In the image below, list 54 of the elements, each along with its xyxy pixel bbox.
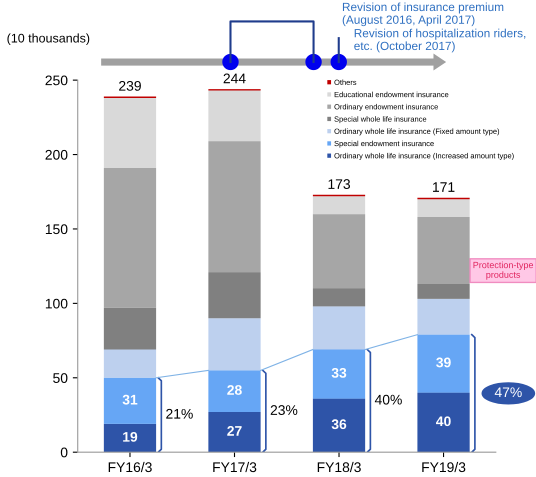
bar [417,298,470,335]
text: Revision of insurance premium (August 2016, April 2017) [342,2,504,26]
data-label: 36 [332,419,346,430]
bar [104,98,156,168]
y-axis-title: (10 thousands) [7,33,90,46]
data-label: 31 [122,394,138,405]
data-label: 39 [436,358,451,368]
x-tick-label: FY16/3 [108,462,152,472]
annotation: Protection-type products [474,262,534,280]
data-label: 40 [436,416,451,426]
text: Revision of hospitalization riders, etc. (October 2017) [354,28,526,52]
bar [312,288,366,306]
bar [104,168,156,308]
bar [104,378,156,424]
total-label: 239 [119,80,141,91]
x-tick-label: FY19/3 [422,462,466,472]
bar [104,350,156,378]
y-tick-label: 250 [46,75,68,86]
bar [208,90,261,142]
bar [417,392,470,452]
y-tick-label: 0 [60,448,68,458]
bar [104,308,156,350]
y-tick-label: 100 [46,298,68,309]
bar [208,141,261,272]
bar [417,217,470,284]
data-label: 33 [332,368,346,378]
total-label: 171 [433,182,454,192]
y-tick-label: 50 [53,373,68,383]
bar [417,284,470,299]
bar [312,214,366,288]
annotation: 40% [374,394,402,405]
y-tick-label: 200 [46,150,68,160]
annotation: 23% [270,405,298,415]
bar [312,398,366,452]
bar [208,272,261,318]
bar [312,306,366,350]
annotation: 47% [494,387,522,398]
x-tick-label: FY17/3 [213,462,256,472]
bar [417,199,470,218]
y-tick-label: 150 [46,224,68,234]
data-label: 19 [123,432,138,442]
bar [312,196,366,214]
total-label: 244 [224,74,246,84]
bar [208,318,261,370]
bar [208,412,261,452]
bar [208,370,261,412]
bar [104,424,156,452]
total-label: 173 [328,179,350,190]
data-label: 27 [227,426,242,436]
bar [312,350,366,399]
annotation: 21% [166,408,193,419]
x-tick-label: FY18/3 [318,462,361,472]
data-label: 28 [227,385,242,395]
bar [417,334,470,393]
